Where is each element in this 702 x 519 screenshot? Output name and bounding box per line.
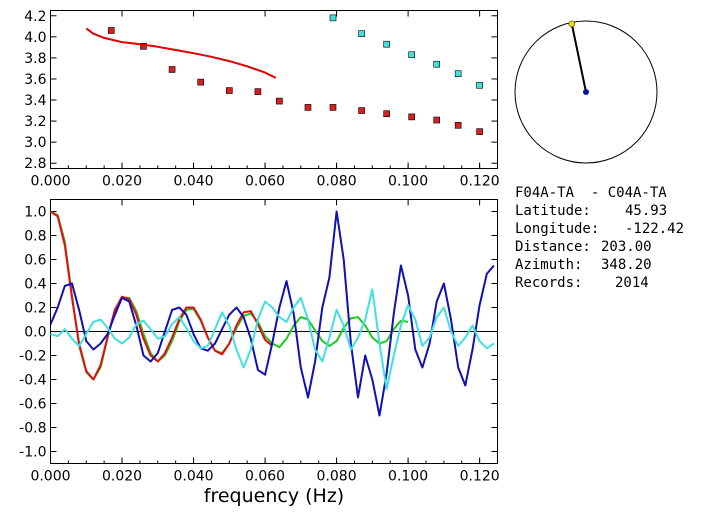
map-circle — [514, 20, 658, 164]
upper-y-tick-label: 3.0 — [24, 135, 46, 151]
info-row-longitude: Longitude: -122.42 — [515, 220, 684, 238]
info-row-distance: Distance: 203.00 — [515, 238, 652, 256]
lower-x-tick-label: 0.100 — [388, 469, 428, 485]
lower-series-line-2 — [49, 210, 495, 417]
lower-x-tick-label: 0.060 — [245, 469, 285, 485]
latitude-label: Latitude: — [515, 203, 591, 219]
data-point-1-4 — [433, 60, 441, 68]
upper-x-tick-label: 0.100 — [388, 174, 428, 190]
data-point-0-9 — [358, 107, 365, 114]
data-point-0-12 — [433, 116, 441, 124]
lower-y-tick-label: 0.2 — [24, 301, 46, 317]
distance-value: 203.00 — [601, 239, 652, 255]
lower-x-tick-label: 0.040 — [173, 469, 213, 485]
data-point-1-1 — [358, 30, 365, 37]
upper-x-tick-label: 0.120 — [460, 174, 500, 190]
distance-label: Distance: — [515, 239, 591, 255]
upper-x-tick-label: 0.080 — [317, 174, 357, 190]
data-point-0-14 — [476, 128, 483, 135]
upper-y-tick-label: 3.8 — [24, 51, 46, 67]
data-point-1-3 — [408, 51, 415, 59]
records-value: 2014 — [615, 275, 649, 291]
upper-ticks: 0.000 0.020 0.040 0.060 0.080 0.100 0.120 2.8 3.… — [24, 9, 499, 190]
data-point-1-0 — [329, 14, 337, 22]
lower-panel: 0.000 0.020 0.040 0.060 0.080 0.100 0.120 1.0 0.… — [19, 199, 500, 507]
azimuth-value: 348.20 — [601, 257, 652, 273]
data-point-0-0 — [107, 27, 115, 34]
latitude-value: 45.93 — [625, 203, 668, 219]
info-row-latitude: Latitude: 45.93 — [515, 202, 667, 220]
upper-y-tick-label: 4.0 — [24, 30, 46, 46]
upper-y-tick-label: 3.6 — [24, 72, 46, 88]
data-point-0-8 — [329, 104, 337, 111]
lower-y-tick-label: -0.8 — [19, 421, 46, 437]
lower-y-tick-label: 0.4 — [24, 277, 46, 293]
upper-plot-frame — [50, 10, 498, 169]
info-row-records: Records: 2014 — [515, 274, 649, 292]
end-marker — [568, 20, 576, 28]
lower-y-tick-label: 0.8 — [24, 229, 46, 245]
upper-x-tick-label: 0.060 — [245, 174, 285, 190]
data-point-0-7 — [304, 104, 312, 111]
lower-series-line-1 — [49, 210, 273, 381]
data-point-0-1 — [140, 43, 147, 50]
records-label: Records: — [515, 275, 583, 291]
lower-y-tick-label: -0.6 — [19, 397, 46, 413]
lower-y-tick-label: 0.6 — [24, 253, 46, 269]
azimuth-label: Azimuth: — [515, 257, 583, 273]
data-point-0-5 — [254, 88, 262, 95]
lower-x-tick-label: 0.080 — [317, 469, 357, 485]
data-point-0-11 — [408, 113, 415, 121]
longitude-label: Longitude: — [515, 221, 600, 237]
lower-x-tick-label: 0.020 — [102, 469, 142, 485]
longitude-value: -122.42 — [625, 221, 685, 237]
upper-y-tick-label: 2.8 — [24, 156, 46, 172]
lower-marks — [49, 210, 498, 417]
lower-ticks: 0.000 0.020 0.040 0.060 0.080 0.100 0.120 1.0 0.… — [19, 199, 500, 485]
data-point-0-2 — [168, 66, 176, 73]
data-point-1-6 — [476, 81, 483, 89]
upper-x-tick-label: 0.040 — [173, 174, 213, 190]
lower-y-tick-label: -0.4 — [19, 373, 46, 389]
lower-y-tick-label: -0.2 — [19, 349, 46, 365]
data-point-0-6 — [276, 97, 283, 105]
upper-y-tick-label: 4.2 — [24, 9, 46, 25]
data-point-0-3 — [197, 78, 204, 86]
data-point-0-13 — [454, 122, 462, 129]
lower-x-tick-label: 0.000 — [30, 469, 70, 485]
x-axis-label: frequency (Hz) — [204, 485, 344, 507]
lower-y-tick-label: -1.0 — [19, 445, 46, 461]
upper-x-tick-label: 0.020 — [102, 174, 142, 190]
station-pair-title: F04A-TA - C04A-TA — [515, 185, 667, 201]
lower-y-tick-label: 0.0 — [24, 325, 46, 341]
upper-x-tick-label: 0.000 — [30, 174, 70, 190]
upper-panel: 0.000 0.020 0.040 0.060 0.080 0.100 0.120 2.8 3.… — [24, 9, 499, 190]
upper-y-tick-label: 3.2 — [24, 114, 46, 130]
lower-series-line-3 — [50, 288, 495, 391]
lower-x-tick-label: 0.120 — [460, 469, 500, 485]
data-point-1-5 — [454, 70, 462, 77]
origin-marker — [583, 89, 589, 95]
data-point-0-4 — [226, 87, 233, 94]
lower-y-tick-label: 1.0 — [24, 205, 46, 221]
data-point-0-10 — [383, 110, 390, 118]
data-point-1-2 — [383, 40, 390, 48]
azimuth-line — [570, 23, 587, 93]
info-row-azimuth: Azimuth: 348.20 — [515, 256, 652, 274]
upper-series-line-2 — [85, 27, 277, 79]
upper-marks — [85, 14, 483, 135]
map-inset — [514, 20, 658, 164]
upper-y-tick-label: 3.4 — [24, 93, 46, 109]
